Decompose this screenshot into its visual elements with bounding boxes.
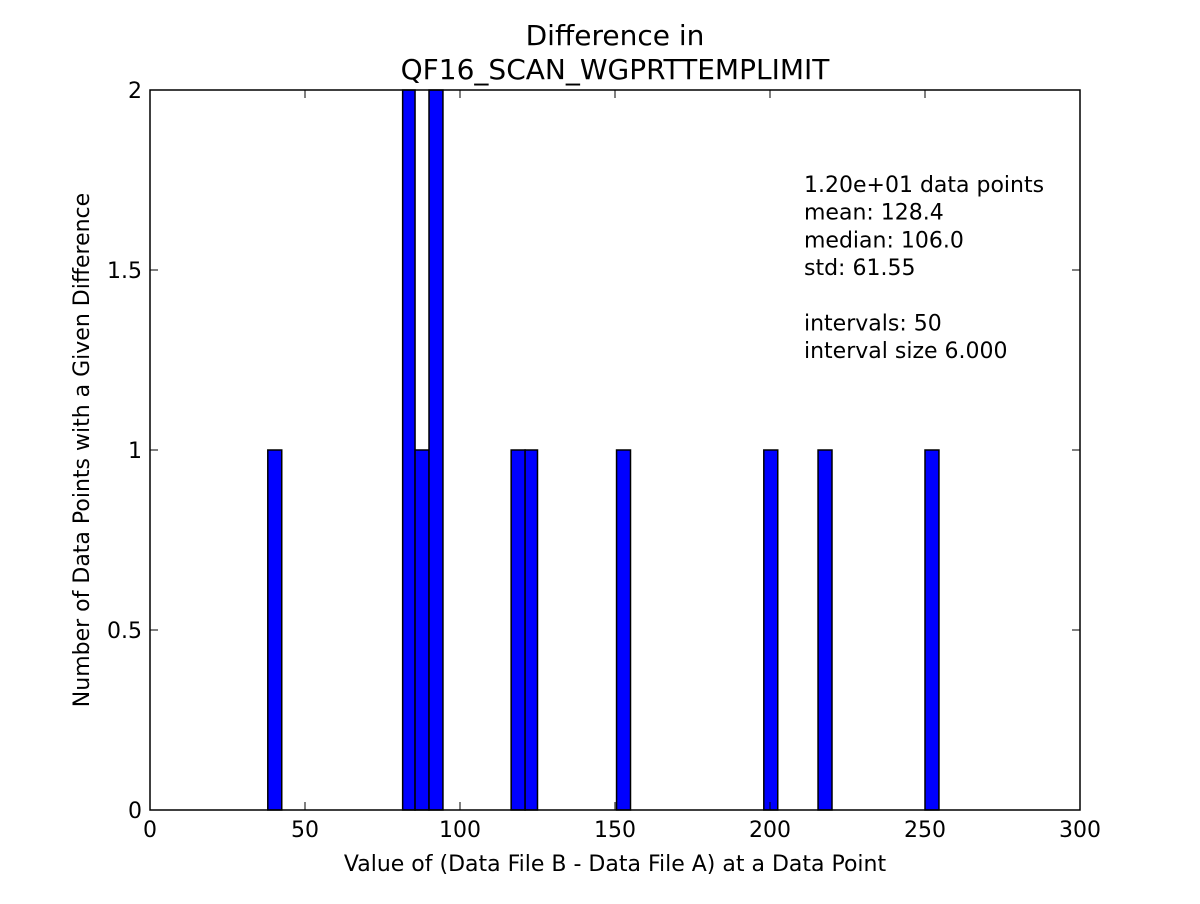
x-tick-label: 200 — [749, 818, 791, 843]
x-tick-label: 250 — [904, 818, 946, 843]
stats-line: mean: 128.4 — [804, 201, 944, 226]
stats-line: std: 61.55 — [804, 256, 915, 281]
histogram-bar — [510, 449, 526, 811]
histogram-bar — [414, 449, 430, 811]
y-tick-label: 2 — [128, 79, 142, 104]
y-tick-label: 1.5 — [107, 259, 142, 284]
plot-area-frame — [149, 89, 1081, 811]
x-tick-label: 150 — [594, 818, 636, 843]
stats-line: interval size 6.000 — [804, 339, 1008, 364]
chart-title-line-1: Difference in — [526, 19, 705, 52]
stats-line: intervals: 50 — [804, 312, 942, 337]
histogram-bar — [763, 449, 779, 811]
histogram-bar — [428, 89, 444, 811]
x-tick-label: 0 — [143, 818, 157, 843]
ticks-group: 0 50 100 150 200 250 300 0 0.5 1 1.5 2 — [107, 79, 1101, 843]
y-axis-label: Number of Data Points with a Given Diffe… — [70, 193, 95, 707]
y-tick-label: 0.5 — [107, 619, 142, 644]
x-tick-label: 50 — [291, 818, 319, 843]
x-axis-label: Value of (Data File B - Data File A) at … — [344, 852, 887, 877]
histogram-bar — [524, 449, 539, 811]
histogram-bar — [924, 449, 940, 811]
chart-title-line-2: QF16_SCAN_WGPRTTEMPLIMIT — [401, 53, 831, 86]
x-tick-label: 300 — [1059, 818, 1101, 843]
x-tick-label: 100 — [439, 818, 481, 843]
histogram-bar — [615, 449, 632, 811]
histogram-bar — [401, 89, 416, 811]
bars-group — [267, 89, 940, 811]
histogram-bar — [817, 449, 833, 811]
y-tick-label: 1 — [128, 439, 142, 464]
stats-line: median: 106.0 — [804, 228, 964, 253]
y-tick-label: 0 — [128, 799, 142, 824]
stats-line: 1.20e+01 data points — [804, 173, 1044, 198]
histogram-bar — [267, 449, 283, 811]
